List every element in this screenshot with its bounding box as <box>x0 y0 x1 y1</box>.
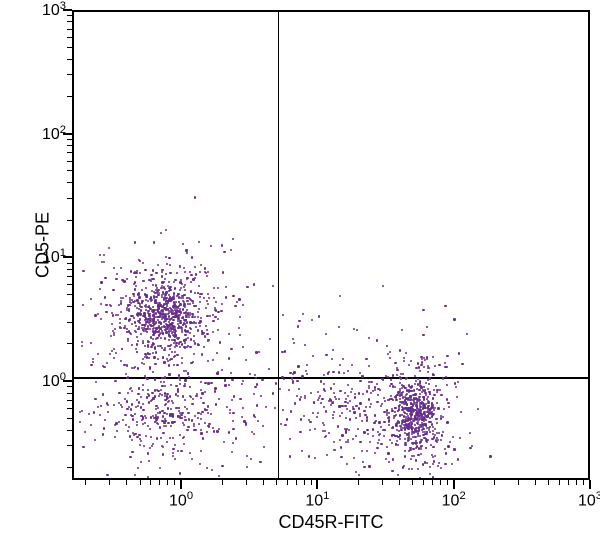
scatter-chart: 100101102103100101102103 CD45R-FITC CD5-… <box>0 0 600 542</box>
quadrant-hline <box>74 377 590 379</box>
x-tick-label: 102 <box>442 490 466 510</box>
y-tick-label: 100 <box>26 371 66 391</box>
y-tick-label: 103 <box>26 0 66 20</box>
x-tick-label: 100 <box>169 490 193 510</box>
y-tick-label: 102 <box>26 124 66 144</box>
quadrant-vline <box>278 12 280 480</box>
x-tick-label: 101 <box>305 490 329 510</box>
x-axis-label: CD45R-FITC <box>278 512 383 533</box>
plot-area <box>72 10 590 480</box>
x-tick-label: 103 <box>578 490 600 510</box>
y-axis-label: CD5-PE <box>33 212 54 278</box>
